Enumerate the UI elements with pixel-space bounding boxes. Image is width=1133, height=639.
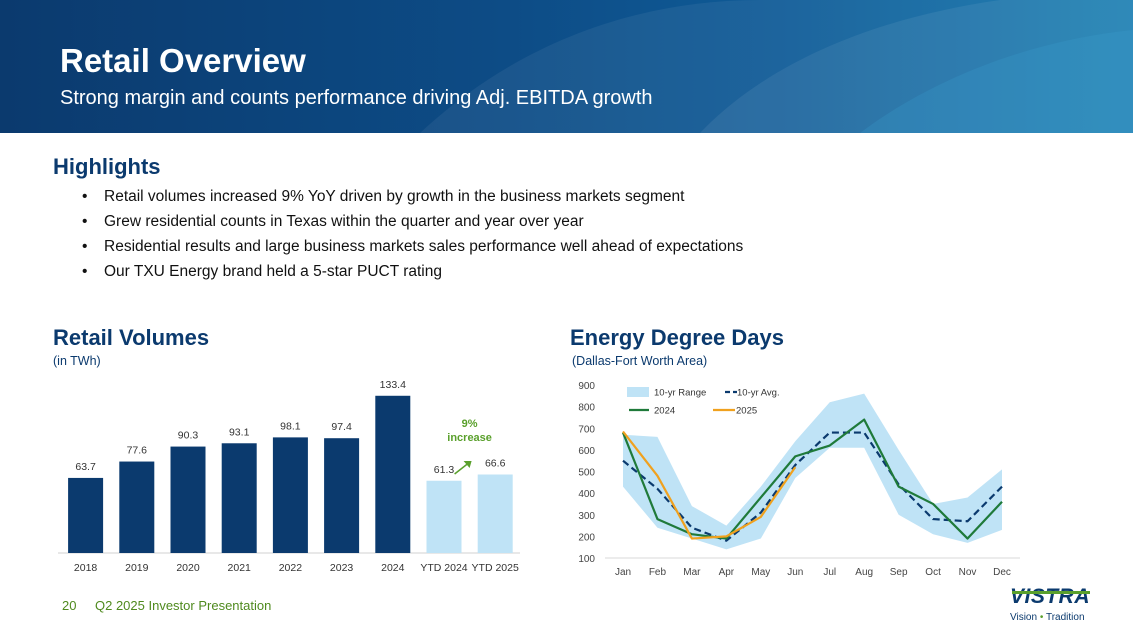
degree-days-area: (Dallas-Fort Worth Area)	[572, 354, 708, 368]
logo-stripe	[1012, 591, 1090, 594]
page-subtitle: Strong margin and counts performance dri…	[60, 87, 653, 109]
bar	[68, 477, 104, 553]
bar	[324, 438, 360, 553]
series-line-10-yr-avg-	[622, 431, 1003, 542]
bar-value-label: 63.7	[75, 461, 96, 473]
bar-value-label: 97.4	[331, 421, 352, 433]
bar-value-label: 93.1	[229, 426, 250, 438]
header-banner: Retail Overview Strong margin and counts…	[0, 0, 1133, 133]
highlights-list: Retail volumes increased 9% YoY driven b…	[82, 187, 743, 287]
x-tick-label: 2019	[125, 562, 149, 574]
vistra-logo: VISTRA Vision • Tradition	[1010, 586, 1092, 623]
legend-label: 10-yr Range	[654, 388, 706, 399]
bar-value-label: 61.3	[434, 464, 455, 476]
x-tick-label: Oct	[925, 567, 941, 578]
x-tick-label: 2023	[330, 562, 354, 574]
logo-tag-tradition: Tradition	[1045, 612, 1085, 623]
legend-label: 2025	[736, 406, 757, 417]
increase-label: increase	[447, 432, 492, 444]
bar-value-label: 98.1	[280, 420, 301, 432]
bar	[477, 474, 513, 553]
x-tick-label: Nov	[959, 567, 977, 578]
x-tick-label: 2022	[279, 562, 303, 574]
bar	[426, 480, 462, 553]
bar	[170, 446, 206, 553]
list-item: Retail volumes increased 9% YoY driven b…	[82, 187, 743, 212]
y-tick-label: 900	[578, 381, 595, 392]
bar-value-label: 77.6	[127, 445, 148, 457]
x-tick-label: 2021	[228, 562, 252, 574]
y-tick-label: 500	[578, 468, 595, 479]
x-tick-label: 2024	[381, 562, 405, 574]
bar	[119, 461, 155, 553]
list-item: Grew residential counts in Texas within …	[82, 212, 743, 237]
x-tick-label: Jun	[787, 567, 803, 578]
banner-swoosh	[420, 0, 1133, 133]
y-tick-label: 100	[578, 554, 595, 565]
retail-volumes-unit: (in TWh)	[53, 354, 101, 368]
x-tick-label: Aug	[855, 567, 873, 578]
x-tick-label: Dec	[993, 567, 1011, 578]
logo-tag-sep: •	[1039, 612, 1044, 623]
legend-label: 2024	[654, 406, 675, 417]
x-tick-label: May	[751, 567, 770, 578]
list-item: Our TXU Energy brand held a 5-star PUCT …	[82, 262, 743, 287]
x-tick-label: YTD 2024	[420, 562, 467, 574]
degree-days-heading: Energy Degree Days	[570, 325, 784, 350]
list-item: Residential results and large business m…	[82, 237, 743, 262]
increase-percent: 9%	[462, 418, 478, 430]
logo-wordmark: VISTRA	[1010, 585, 1091, 608]
bar	[221, 443, 257, 553]
series-line-2025	[622, 430, 797, 540]
retail-volumes-heading: Retail Volumes	[53, 325, 210, 350]
page-title: Retail Overview	[60, 42, 306, 79]
logo-tag-vision: Vision	[1010, 612, 1038, 623]
page-number: 20	[62, 598, 77, 613]
increase-arrowhead-icon	[463, 461, 472, 468]
retail-volumes-chart: 63.7 2018 77.6 2019 90.3 2020 93.1 2021 98.1 2022…	[58, 379, 520, 574]
highlights-heading: Highlights	[53, 154, 161, 179]
range-band	[623, 393, 1002, 550]
series-line-2024	[621, 418, 1003, 540]
bar-value-label: 66.6	[485, 458, 506, 470]
bar	[375, 395, 411, 553]
y-tick-label: 600	[578, 446, 595, 457]
legend-swatch-range	[627, 387, 649, 397]
bar-value-label: 90.3	[178, 430, 199, 442]
footer-text: Q2 2025 Investor Presentation	[95, 598, 272, 613]
x-tick-label: 2020	[176, 562, 200, 574]
x-tick-label: Jan	[615, 567, 631, 578]
y-tick-label: 400	[578, 489, 595, 500]
y-tick-label: 800	[578, 403, 595, 414]
x-tick-label: Jul	[823, 567, 836, 578]
y-tick-label: 700	[578, 424, 595, 435]
bar	[272, 437, 308, 553]
x-tick-label: 2018	[74, 562, 98, 574]
x-tick-label: YTD 2025	[472, 562, 519, 574]
degree-days-chart: 100 200 300 400 500 600 700 800 900 Jan Feb Mar Apr M…	[578, 381, 1020, 578]
x-tick-label: Mar	[683, 567, 701, 578]
bar-value-label: 133.4	[380, 379, 406, 391]
y-tick-label: 300	[578, 511, 595, 522]
x-tick-label: Feb	[649, 567, 667, 578]
increase-arrow-icon	[454, 462, 470, 475]
x-tick-label: Apr	[719, 567, 735, 578]
legend-label: 10-yr Avg.	[737, 388, 780, 399]
y-tick-label: 200	[578, 532, 595, 543]
x-tick-label: Sep	[890, 567, 908, 578]
